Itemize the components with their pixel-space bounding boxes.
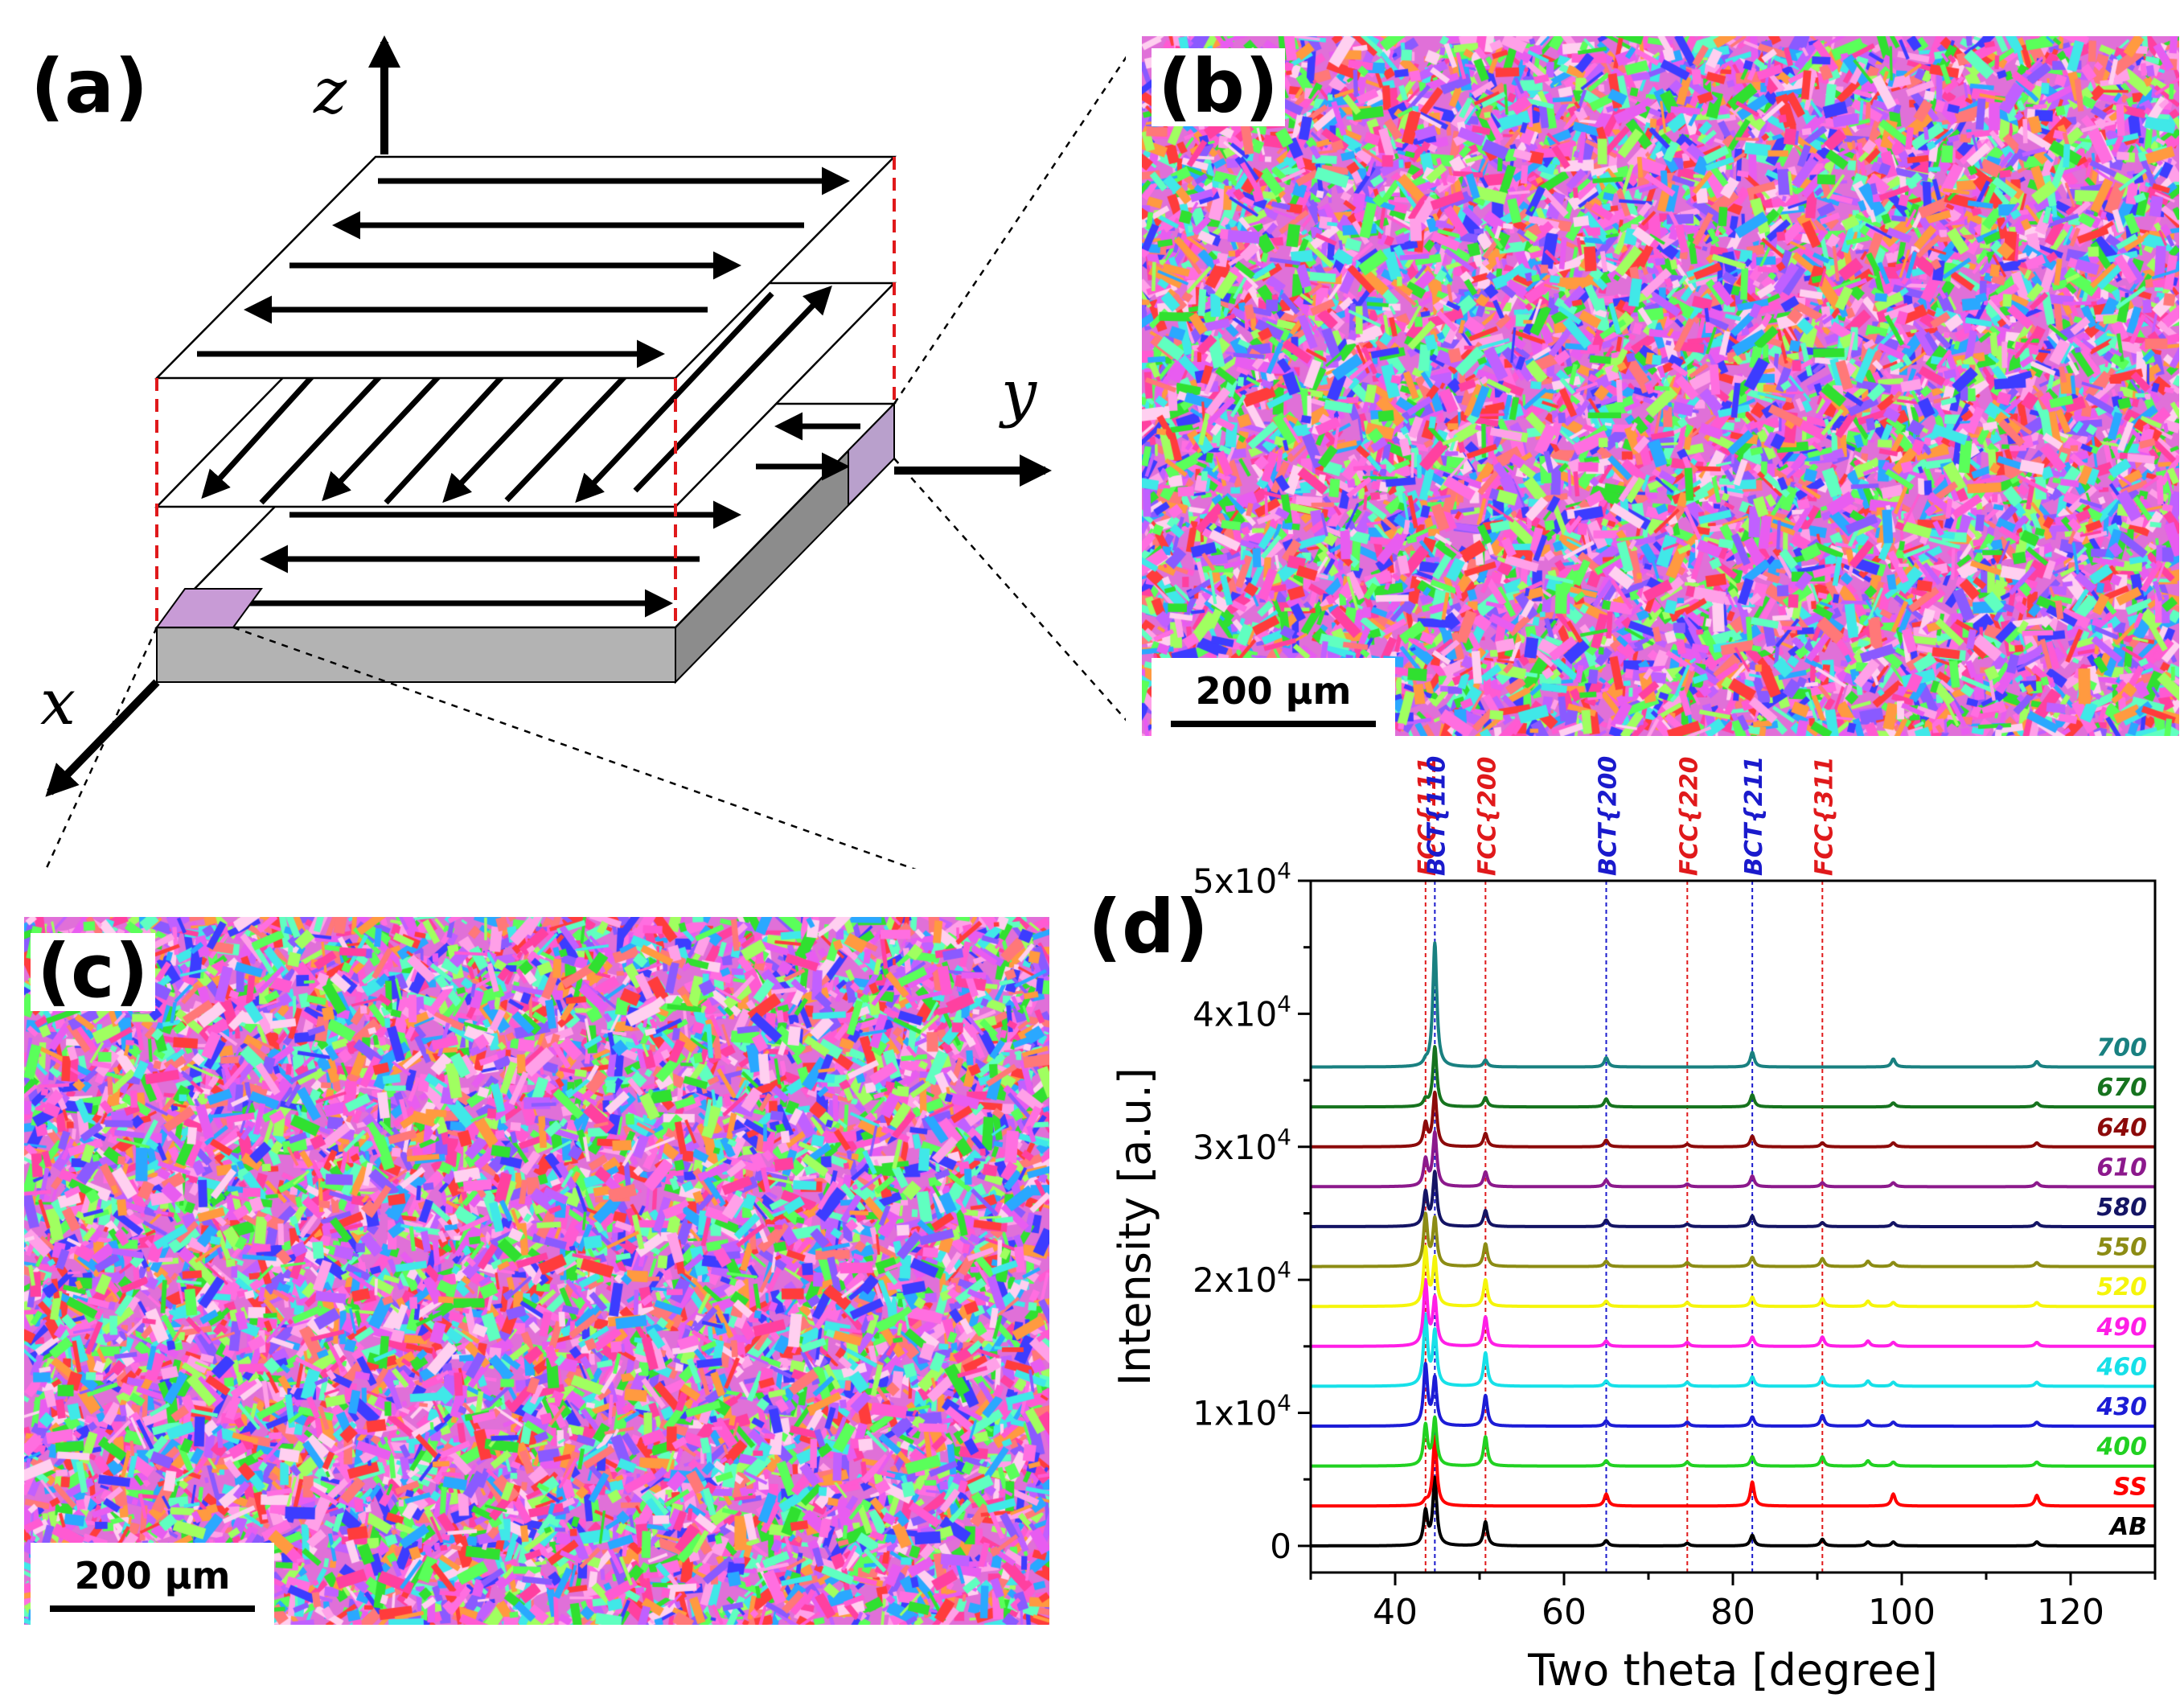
block-front-face (156, 627, 676, 683)
series-label: 700 (2096, 1034, 2147, 1063)
scale-bar-c-line (50, 1605, 255, 1612)
scale-bar-c-label: 200 µm (74, 1554, 231, 1597)
series-line (1309, 1211, 2157, 1268)
panel-c-label: (c) (31, 932, 155, 1011)
x-tick-label: 120 (2037, 1592, 2104, 1633)
reference-line-label: BCT{200} (1595, 756, 1623, 876)
axis-z-label: z (313, 56, 347, 128)
x-tick-label: 80 (1710, 1592, 1755, 1633)
series-line (1309, 1312, 2157, 1388)
series-line (1309, 1415, 2157, 1468)
series-label: 580 (2096, 1194, 2147, 1222)
series-line (1309, 1244, 2157, 1309)
series-line (1309, 1277, 2157, 1348)
y-tick-label: 0 (1270, 1527, 1291, 1566)
ebsd-map-c (24, 917, 1049, 1625)
series-line (1309, 1130, 2157, 1189)
series-label: AB (2108, 1513, 2147, 1541)
x-tick-label: 100 (1868, 1592, 1936, 1633)
series-label: 640 (2096, 1114, 2147, 1142)
series-line (1309, 1435, 2157, 1508)
x-axis-title: Two theta [degree] (1527, 1645, 1938, 1696)
series-line (1309, 941, 2157, 1069)
x-tick-label: 60 (1542, 1592, 1587, 1633)
reference-line-label: BCT{211} (1740, 756, 1768, 876)
series-label: 430 (2096, 1393, 2147, 1421)
panel-a-label: (a) (24, 47, 155, 126)
reference-line-label: BCT{110} (1422, 756, 1451, 876)
y-tick-label: 1x104 (1193, 1390, 1291, 1433)
series-line (1309, 1045, 2157, 1109)
series-label: SS (2113, 1473, 2147, 1501)
series-label: 460 (2096, 1353, 2147, 1381)
series-line (1309, 1170, 2157, 1228)
series-line (1309, 1362, 2157, 1429)
xrd-chart: FCC{111}BCT{110} FCC{200} BCT{200} FCC{220}… (1110, 756, 2157, 1696)
x-tick-label: 40 (1373, 1592, 1418, 1633)
panel-b-label: (b) (1152, 47, 1285, 126)
series-line (1309, 1090, 2157, 1149)
scale-bar-b-label: 200 µm (1195, 669, 1352, 713)
reference-line-label: FCC{200} (1473, 756, 1501, 876)
y-tick-label: 4x104 (1193, 990, 1291, 1034)
axis-x-label: x (40, 667, 76, 739)
y-axis-title: Intensity [a.u.] (1110, 1067, 1160, 1386)
y-tick-label: 3x104 (1193, 1124, 1291, 1167)
series-label: 550 (2096, 1234, 2147, 1262)
reference-line-label: FCC{220} (1675, 756, 1703, 876)
series-label: 490 (2096, 1314, 2147, 1342)
ebsd-map-b (1142, 36, 2179, 736)
scale-bar-b: 200 µm (1152, 658, 1395, 740)
series-label: 610 (2096, 1153, 2147, 1182)
scan-strategy-schematic: z y x (40, 35, 1126, 869)
series-label: 400 (2096, 1433, 2147, 1462)
sample-patch-xz (155, 588, 263, 628)
y-tick-label: 5x104 (1193, 857, 1291, 901)
axis-y-label: y (999, 357, 1037, 430)
series-label: 520 (2096, 1273, 2147, 1301)
panel-d-label: (d) (1088, 884, 1209, 970)
series-label: 670 (2096, 1074, 2147, 1102)
reference-line-label: FCC{311} (1810, 756, 1838, 876)
y-tick-label: 2x104 (1193, 1256, 1291, 1300)
scale-bar-c: 200 µm (31, 1543, 274, 1625)
scale-bar-b-line (1171, 721, 1376, 727)
series-line (1309, 1475, 2157, 1548)
reference-line-label: FCC{111} (1414, 756, 1442, 876)
